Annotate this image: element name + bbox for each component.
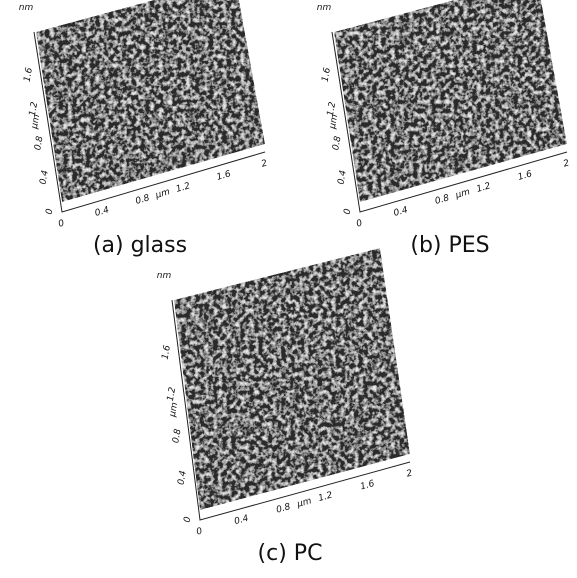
y-tick-label: 0 bbox=[343, 208, 354, 216]
x-tick-label: 1.6 bbox=[517, 169, 534, 183]
x-tick-label: 2 bbox=[405, 468, 413, 479]
y-tick-label: 0 bbox=[45, 208, 56, 216]
x-tick-label: 2 bbox=[260, 158, 269, 169]
y-unit: μm bbox=[168, 401, 181, 418]
y-tick-label: 1.6 bbox=[161, 344, 173, 360]
x-tick-label: 1.2 bbox=[175, 181, 192, 195]
x-tick-label: 0 bbox=[57, 218, 66, 229]
x-tick-label: 0.8 bbox=[134, 193, 151, 207]
x-tick-label: 0.8 bbox=[275, 502, 292, 516]
x-tick-label: 0.4 bbox=[233, 514, 250, 528]
y-unit: μm bbox=[30, 113, 43, 130]
x-unit: μm bbox=[154, 187, 172, 201]
x-unit: μm bbox=[454, 187, 472, 201]
z-unit: nm bbox=[157, 271, 172, 281]
y-tick-label: 1.2 bbox=[166, 386, 178, 402]
z-unit: nm bbox=[19, 3, 34, 13]
y-tick-label: 0.8 bbox=[33, 135, 45, 151]
panel-caption: (c) PC bbox=[258, 541, 323, 566]
panel-caption: (a) glass bbox=[93, 233, 187, 258]
y-tick-label: 0.4 bbox=[177, 470, 189, 486]
y-tick-label: 0.8 bbox=[171, 428, 183, 444]
z-unit: nm bbox=[317, 3, 332, 13]
panel-caption: (b) PES bbox=[410, 233, 489, 258]
x-tick-label: 0 bbox=[195, 526, 203, 537]
x-tick-label: 2 bbox=[562, 158, 571, 169]
y-tick-label: 0.8 bbox=[331, 135, 343, 151]
x-tick-label: 0 bbox=[355, 218, 364, 229]
x-tick-label: 0.8 bbox=[434, 193, 451, 207]
x-tick-label: 1.6 bbox=[216, 169, 233, 183]
figure: 0 0.4 0.8 1.2 1.6 2 μm 0 0.4 0.8 1.2 1.6 μm nm (a) gla… bbox=[0, 0, 577, 578]
y-tick-label: 0 bbox=[183, 516, 194, 524]
y-tick-label: 1.6 bbox=[23, 67, 35, 83]
y-unit: μm bbox=[328, 113, 341, 130]
x-unit: μm bbox=[295, 496, 313, 510]
y-tick-label: 1.6 bbox=[321, 67, 333, 83]
y-tick-label: 0.4 bbox=[39, 169, 51, 185]
x-tick-label: 0.4 bbox=[393, 205, 410, 219]
y-tick-label: 0.4 bbox=[337, 169, 349, 185]
x-tick-label: 1.2 bbox=[317, 490, 334, 504]
afm-surface bbox=[334, 0, 567, 202]
afm-surface bbox=[36, 0, 265, 202]
x-tick-label: 0.4 bbox=[94, 205, 111, 219]
x-tick-label: 1.2 bbox=[475, 181, 492, 195]
x-tick-label: 1.6 bbox=[359, 479, 376, 493]
afm-surface bbox=[174, 248, 410, 510]
